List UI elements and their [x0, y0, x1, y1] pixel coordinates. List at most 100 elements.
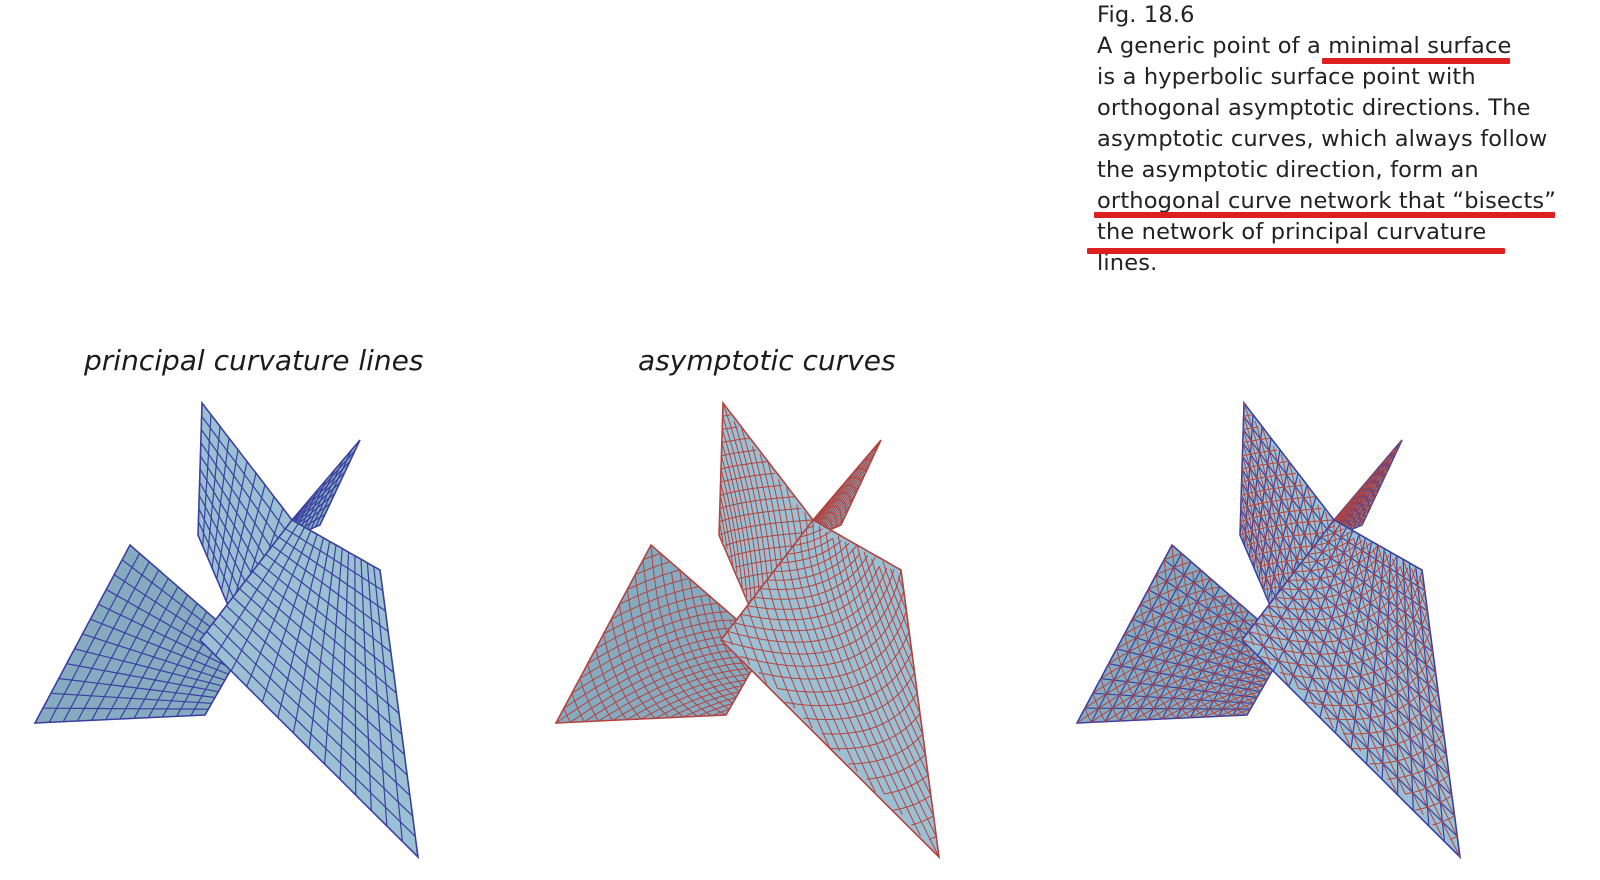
- asymptotic-curve: [1384, 458, 1393, 462]
- asymptotic-curve: [838, 484, 857, 494]
- asymptotic-curve: [779, 562, 858, 772]
- asymptotic-curve: [1133, 667, 1274, 721]
- asymptotic-curve: [851, 548, 924, 735]
- asymptotic-curve: [1418, 576, 1426, 591]
- asymptotic-curve: [831, 503, 852, 530]
- asymptotic-curve: [1218, 702, 1254, 717]
- asymptotic-curve: [812, 519, 940, 858]
- asymptotic-curve: [719, 508, 728, 550]
- asymptotic-curve: [1294, 571, 1362, 752]
- asymptotic-curve: [1344, 482, 1383, 533]
- asymptotic-curve: [1350, 713, 1442, 750]
- asymptotic-curve: [1369, 733, 1445, 765]
- asymptotic-curve: [612, 667, 753, 721]
- asymptotic-curve: [654, 685, 743, 719]
- asymptotic-curve: [733, 622, 751, 665]
- asymptotic-curve: [727, 568, 895, 643]
- asymptotic-curve: [878, 566, 913, 653]
- asymptotic-curve: [688, 578, 740, 693]
- asymptotic-curve: [697, 702, 733, 717]
- asymptotic-curve: [626, 673, 750, 721]
- asymptotic-curve: [821, 692, 918, 735]
- asymptotic-curve: [739, 590, 905, 667]
- asymptotic-curve: [1240, 508, 1249, 550]
- principal-curvature-line: [232, 596, 405, 755]
- asymptotic-curve: [844, 541, 926, 755]
- surface-lobe-big-lobe: [719, 518, 941, 860]
- asymptotic-curve: [1410, 568, 1428, 612]
- asymptotic-curve: [753, 555, 869, 600]
- asymptotic-curve: [911, 815, 934, 826]
- asymptotic-curve: [882, 560, 910, 632]
- asymptotic-curve: [928, 836, 937, 841]
- asymptotic-curve: [1339, 525, 1458, 837]
- asymptotic-curve: [871, 558, 916, 673]
- asymptotic-curve: [1175, 685, 1264, 719]
- asymptotic-curve: [1305, 651, 1434, 707]
- asymptotic-curve: [1359, 484, 1378, 494]
- asymptotic-curve: [829, 713, 921, 750]
- principal-curvature-line: [225, 473, 257, 602]
- asymptotic-curve: [832, 538, 932, 796]
- asymptotic-curve: [740, 566, 880, 621]
- asymptotic-curve: [1243, 426, 1259, 430]
- asymptotic-curve: [1241, 484, 1303, 496]
- principal-curvature-line: [245, 579, 400, 714]
- asymptotic-curve: [863, 551, 918, 694]
- asymptotic-curve: [1365, 541, 1447, 755]
- asymptotic-curve: [1313, 545, 1406, 795]
- asymptotic-curve: [1392, 558, 1437, 673]
- asymptotic-curve: [773, 542, 850, 572]
- principal-curvature-line: [339, 552, 350, 780]
- asymptotic-curve: [1254, 622, 1272, 665]
- caption-line-6: orthogonal curve network that “bisects”: [1097, 188, 1557, 214]
- asymptotic-curve: [758, 610, 907, 680]
- figure-caption: Fig. 18.6 A generic point of a minimal s…: [1097, 0, 1587, 279]
- asymptotic-curve: [1242, 449, 1278, 457]
- asymptotic-curve: [1221, 596, 1265, 687]
- asymptotic-curve: [1261, 566, 1401, 621]
- asymptotic-curve: [1243, 414, 1252, 417]
- asymptotic-curve: [821, 499, 847, 515]
- caption-line-1: A generic point of a minimal surface: [1097, 33, 1512, 59]
- principal-curvature-line: [315, 449, 353, 528]
- asymptotic-curve: [669, 691, 740, 719]
- asymptotic-curve: [1333, 505, 1363, 526]
- asymptotic-curve: [1241, 455, 1269, 598]
- surface-figure-principal-lines: [33, 400, 420, 860]
- asymptotic-curve: [897, 576, 905, 591]
- asymptotic-curve: [1348, 492, 1378, 531]
- principal-curvature-line: [310, 459, 344, 530]
- caption-line-5: the asymptotic direction, form an: [1097, 157, 1479, 183]
- asymptotic-curve: [837, 535, 929, 776]
- asymptotic-curve: [746, 605, 779, 689]
- asymptotic-curve: [683, 697, 737, 718]
- principal-curvature-line: [199, 468, 270, 583]
- asymptotic-curve: [1209, 578, 1261, 693]
- asymptotic-curve: [1414, 795, 1453, 811]
- caption-line-2: is a hyperbolic surface point with: [1097, 64, 1476, 90]
- asymptotic-curve: [1267, 605, 1300, 689]
- asymptotic-curve: [584, 655, 760, 723]
- asymptotic-curve: [733, 567, 888, 632]
- principal-curvature-line: [239, 588, 403, 735]
- asymptotic-curve: [760, 552, 861, 591]
- asymptotic-curve: [724, 532, 809, 546]
- asymptotic-curve: [660, 553, 730, 710]
- asymptotic-curve: [889, 568, 907, 612]
- asymptotic-curve: [1279, 610, 1428, 680]
- asymptotic-curve: [863, 458, 872, 462]
- highlight-underline-principal-network: [1087, 248, 1505, 254]
- asymptotic-curve: [1281, 552, 1382, 591]
- principal-curvature-line: [42, 707, 209, 710]
- asymptotic-curve: [780, 540, 842, 564]
- asymptotic-curve: [1403, 560, 1431, 632]
- asymptotic-curve: [1367, 476, 1383, 483]
- asymptotic-curve: [1377, 544, 1442, 714]
- asymptotic-curve: [1449, 836, 1458, 841]
- asymptotic-curve: [711, 708, 730, 717]
- asymptotic-curve: [1333, 519, 1461, 858]
- asymptotic-curve: [1432, 815, 1455, 826]
- principal-curvature-line: [212, 622, 414, 817]
- asymptotic-curve: [753, 596, 796, 709]
